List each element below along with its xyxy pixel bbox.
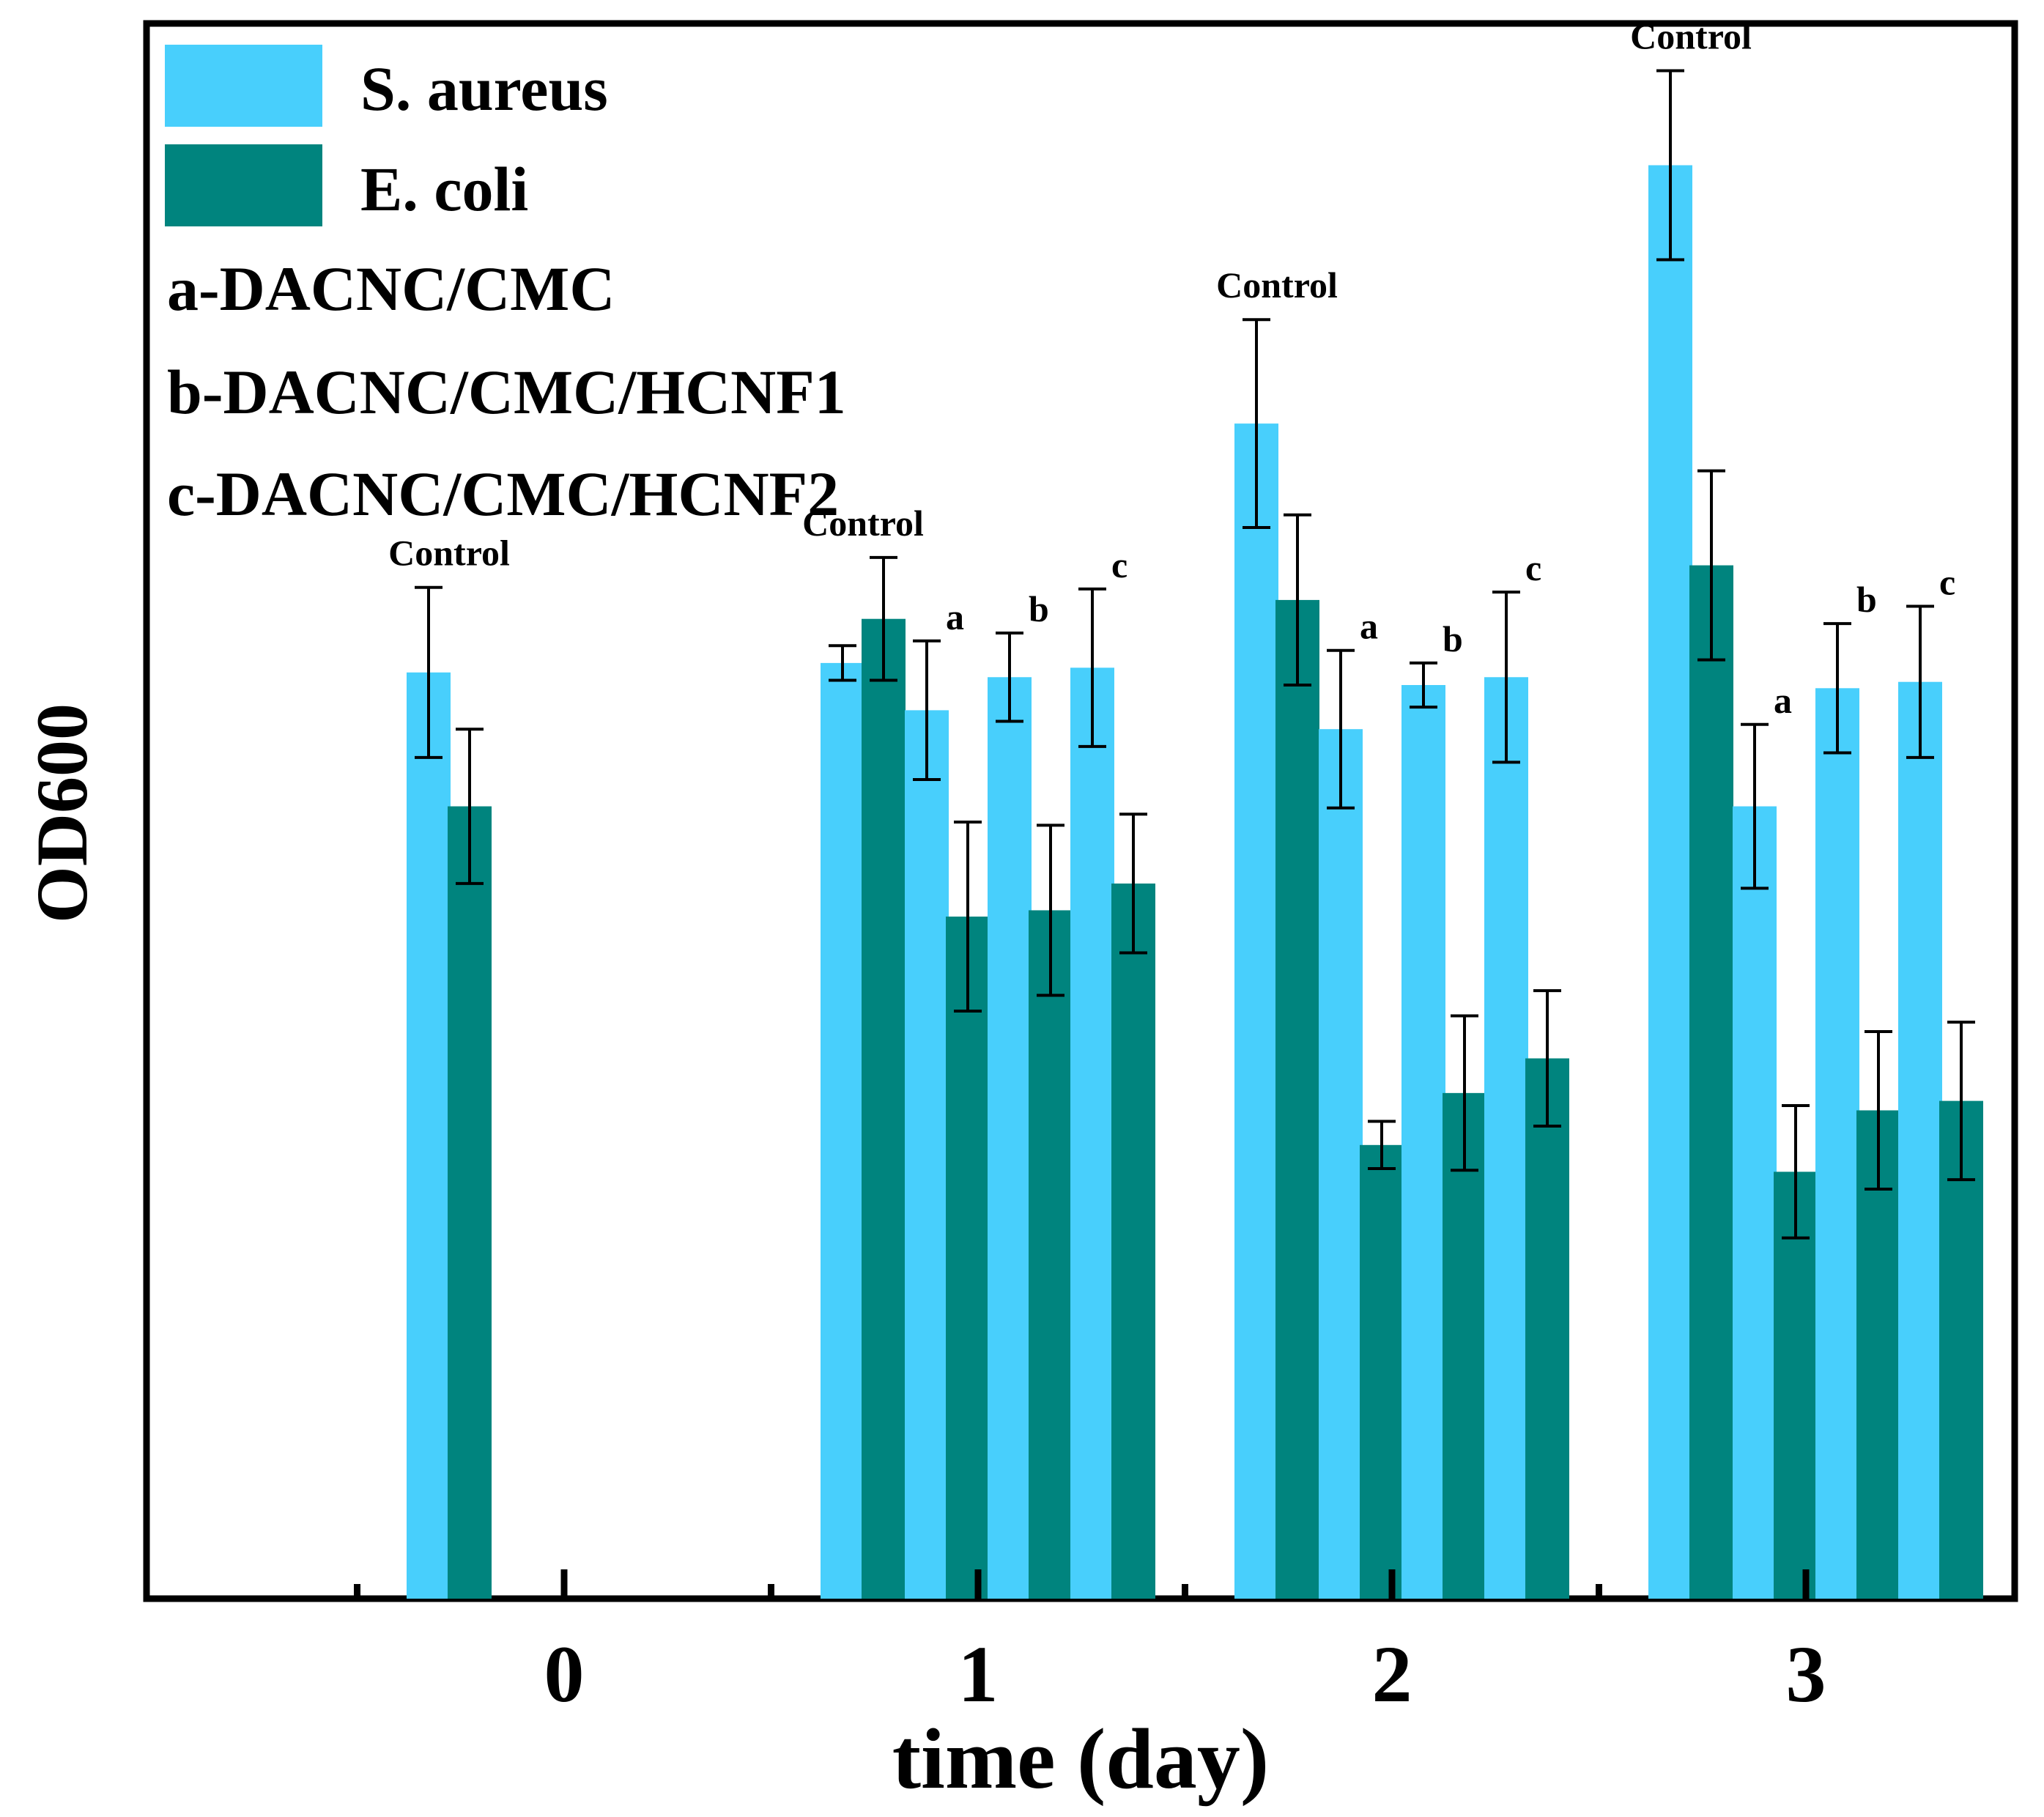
errorbar-day3-control-e-coli: [1697, 469, 1725, 662]
bar-day1-a-e-coli: [946, 917, 990, 1599]
bar-day1-c-e-coli: [1111, 883, 1155, 1599]
legend-label-s-aureus: S. aureus: [360, 53, 608, 124]
errorbar-day2-b-s-aureus: [1410, 661, 1437, 709]
bar-day2-c-e-coli: [1525, 1058, 1569, 1599]
legend-swatch-e-coli: [165, 144, 322, 226]
bar-day2-b-s-aureus: [1401, 685, 1445, 1599]
errorbar-day2-a-e-coli: [1368, 1120, 1396, 1171]
sample-legend-b: b-DACNC/CMC/HCNF1: [167, 357, 846, 427]
errorbar-day3-c-e-coli: [1947, 1021, 1975, 1182]
errorbar-day3-a-s-aureus: [1741, 722, 1769, 890]
errorbar-day2-control-s-aureus: [1243, 318, 1270, 529]
sample-label-day1-a: a: [946, 596, 964, 637]
sample-label-day3-b: b: [1856, 579, 1877, 620]
bar-day3-control-e-coli: [1689, 565, 1733, 1599]
sample-label-day3-control: Control: [1630, 16, 1752, 57]
legend-swatch-s-aureus: [165, 45, 322, 127]
sample-label-day2-b: b: [1443, 618, 1463, 659]
bar-day3-a-s-aureus: [1733, 806, 1777, 1599]
sample-legend-c: c-DACNC/CMC/HCNF2: [167, 459, 839, 529]
errorbar-day2-c-e-coli: [1533, 989, 1561, 1128]
sample-label-day2-c: c: [1525, 547, 1541, 588]
sample-legend-a: a-DACNC/CMC: [167, 254, 615, 324]
legend-label-e-coli: E. coli: [360, 154, 528, 224]
bar-day2-control-s-aureus: [1234, 423, 1278, 1599]
bar-day3-c-e-coli: [1939, 1100, 1983, 1599]
errorbar-day3-control-s-aureus: [1656, 69, 1684, 262]
bar-day1-b-e-coli: [1029, 910, 1073, 1599]
sample-label-day1-c: c: [1111, 544, 1127, 585]
bar-day2-b-e-coli: [1443, 1092, 1486, 1599]
errorbar-day1-control-s-aureus: [829, 644, 856, 682]
bar-day3-control-s-aureus: [1648, 165, 1692, 1599]
bar-day1-b-s-aureus: [988, 677, 1032, 1599]
x-tick-label-1: 1: [958, 1629, 999, 1719]
bar-day3-c-s-aureus: [1898, 681, 1942, 1599]
bar-day1-control-e-coli: [862, 618, 906, 1599]
bar-day3-a-e-coli: [1774, 1172, 1818, 1599]
errorbar-day0-control-s-aureus: [415, 585, 443, 759]
errorbar-day2-a-s-aureus: [1327, 648, 1355, 810]
bar-day2-c-s-aureus: [1484, 677, 1528, 1599]
sample-label-day1-b: b: [1029, 588, 1049, 629]
sample-label-day2-control: Control: [1216, 264, 1338, 306]
bar-day3-b-s-aureus: [1815, 688, 1859, 1599]
bars-layer: Control Control a b c Control a b c Control a b c: [388, 16, 1983, 1599]
bar-day2-a-e-coli: [1360, 1144, 1404, 1599]
bar-day0-control-e-coli: [448, 806, 492, 1599]
errorbar-day1-c-e-coli: [1119, 813, 1147, 955]
errorbar-day2-b-e-coli: [1451, 1014, 1478, 1172]
errorbar-day2-c-s-aureus: [1492, 591, 1520, 764]
errorbar-day3-a-e-coli: [1782, 1104, 1810, 1240]
bar-day1-a-s-aureus: [905, 710, 949, 1599]
errorbar-day3-b-s-aureus: [1823, 622, 1851, 755]
x-tick-label-3: 3: [1786, 1629, 1826, 1719]
bar-day2-control-e-coli: [1275, 599, 1319, 1599]
sample-label-day1-control: Control: [802, 503, 924, 544]
bar-day1-control-s-aureus: [821, 662, 864, 1599]
x-tick-label-0: 0: [544, 1629, 585, 1719]
y-axis-title: OD600: [21, 703, 103, 923]
errorbar-day1-a-s-aureus: [913, 639, 941, 781]
errorbar-day1-control-e-coli: [870, 555, 897, 682]
legend: S. aureus E. coli a-DACNC/CMC b-DACNC/CM…: [165, 45, 846, 529]
x-axis-title: time (day): [892, 1711, 1269, 1807]
sample-label-day2-a: a: [1360, 606, 1378, 647]
errorbar-day0-control-e-coli: [456, 728, 484, 885]
ticks-layer: 0 1 2 3: [354, 1569, 1826, 1719]
errorbar-day3-c-s-aureus: [1906, 604, 1934, 759]
bar-day1-c-s-aureus: [1070, 667, 1114, 1599]
sample-label-day0-control: Control: [388, 533, 510, 574]
bar-day2-a-s-aureus: [1319, 729, 1363, 1599]
bar-day3-b-e-coli: [1856, 1110, 1900, 1599]
sample-label-day3-a: a: [1774, 680, 1792, 721]
errorbar-day2-control-e-coli: [1284, 513, 1311, 687]
errorbar-day1-c-s-aureus: [1078, 587, 1106, 748]
bar-day0-control-s-aureus: [407, 672, 451, 1599]
errorbar-day1-b-e-coli: [1037, 824, 1064, 997]
x-tick-label-2: 2: [1372, 1629, 1412, 1719]
errorbar-day1-a-e-coli: [954, 821, 982, 1013]
errorbar-day3-b-e-coli: [1865, 1030, 1892, 1191]
errorbar-day1-b-s-aureus: [996, 632, 1023, 723]
sample-label-day3-c: c: [1939, 562, 1955, 603]
